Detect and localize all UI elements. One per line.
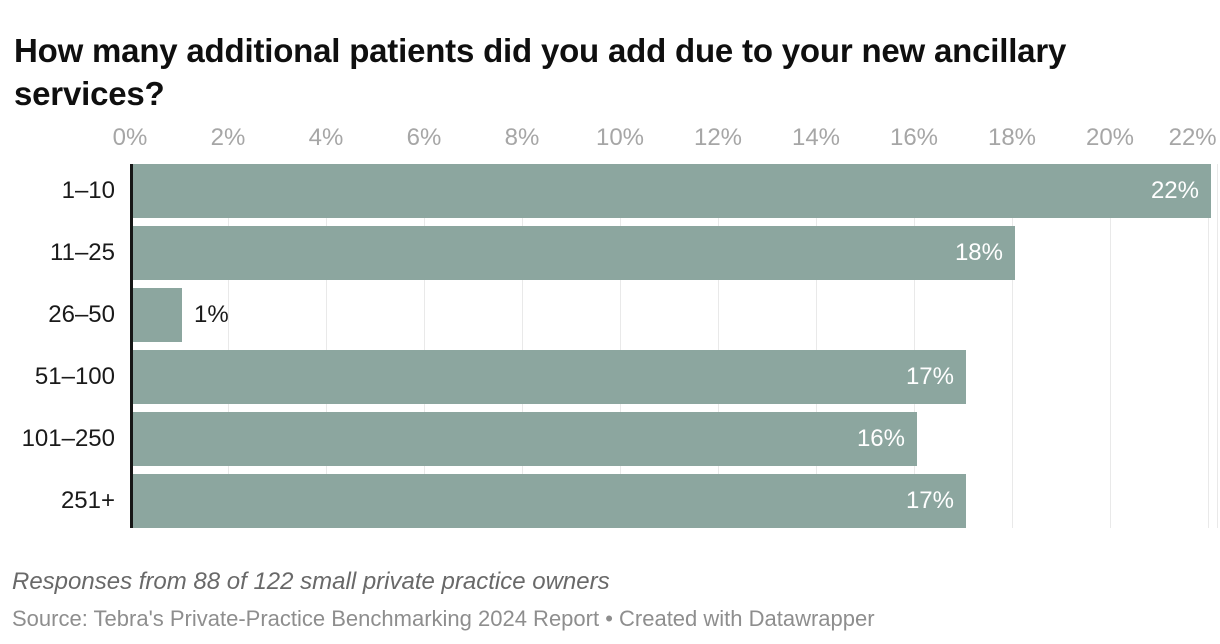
x-axis-tick: 20%: [1085, 124, 1135, 151]
x-axis-tick: 14%: [791, 124, 841, 151]
plot-area: 22% 18% 1% 17% 16% 17%: [130, 164, 1220, 528]
x-axis-tick: 2%: [210, 124, 246, 151]
bar[interactable]: 17%: [133, 350, 966, 404]
category-label: 1–10: [61, 177, 115, 204]
category-axis: 1–10 11–25 26–50 51–100 101–250 251+: [0, 164, 130, 528]
chart-source: Source: Tebra's Private-Practice Benchma…: [12, 606, 875, 631]
x-axis-tick: 10%: [595, 124, 645, 151]
value-label: 22%: [1150, 177, 1199, 204]
x-axis-tick: 6%: [406, 124, 442, 151]
chart-note: Responses from 88 of 122 small private p…: [12, 568, 610, 595]
value-label: 18%: [954, 239, 1003, 266]
x-axis-tick: 12%: [693, 124, 743, 151]
x-axis-tick: 22%: [1168, 124, 1217, 151]
value-label: 16%: [856, 425, 905, 452]
category-label: 26–50: [48, 301, 115, 328]
x-axis-tick: 0%: [112, 124, 148, 151]
chart-title: How many additional patients did you add…: [14, 32, 1067, 112]
bar[interactable]: [133, 288, 182, 342]
bar[interactable]: 17%: [133, 474, 966, 528]
x-axis-tick: 16%: [889, 124, 939, 151]
bar[interactable]: 18%: [133, 226, 1015, 280]
value-label: 1%: [194, 301, 229, 328]
category-label: 11–25: [50, 239, 115, 266]
x-axis-tick: 8%: [504, 124, 540, 151]
value-label: 17%: [905, 487, 954, 514]
category-label: 251+: [60, 487, 115, 514]
x-axis: 0% 2% 4% 6% 8% 10% 12% 14% 16% 18% 20% 22%: [113, 124, 1220, 152]
category-label: 51–100: [34, 363, 115, 390]
x-axis-tick: 4%: [308, 124, 344, 151]
value-label: 17%: [905, 363, 954, 390]
bar[interactable]: 16%: [133, 412, 917, 466]
category-label: 101–250: [21, 425, 115, 452]
x-axis-tick: 18%: [987, 124, 1037, 151]
bar[interactable]: 22%: [133, 164, 1211, 218]
